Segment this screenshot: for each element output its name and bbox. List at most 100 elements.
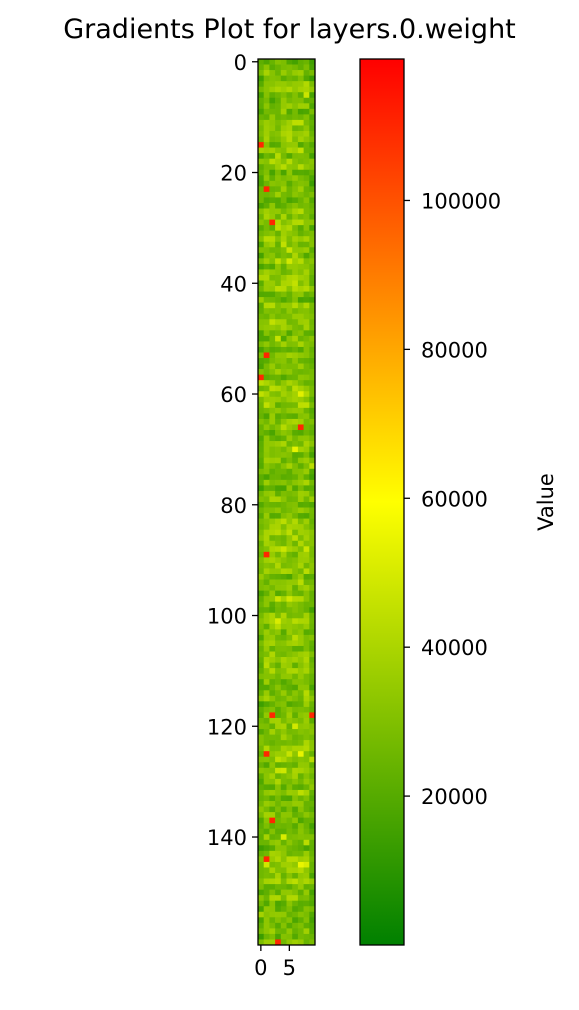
heatmap-cell <box>275 407 282 414</box>
heatmap-cell <box>280 629 287 636</box>
heatmap-cell <box>297 850 304 857</box>
heatmap-cell <box>258 202 265 209</box>
heatmap-cell <box>280 457 287 464</box>
heatmap-cell <box>280 834 287 841</box>
heatmap-cell <box>286 208 293 215</box>
heatmap-cell <box>309 430 316 436</box>
heatmap-cell <box>280 845 287 852</box>
heatmap-cell <box>309 507 316 514</box>
heatmap-cell <box>297 119 304 126</box>
heatmap-cell <box>280 900 287 907</box>
heatmap-cell <box>280 911 287 918</box>
heatmap-cell <box>275 607 282 614</box>
heatmap-cell <box>258 928 265 935</box>
heatmap-cell <box>263 214 270 220</box>
heatmap-cell <box>269 252 276 259</box>
heatmap-cell <box>303 668 310 675</box>
heatmap-cell <box>303 263 310 270</box>
heatmap-cell <box>275 374 282 381</box>
heatmap-cell <box>309 601 316 608</box>
heatmap-cell <box>297 861 304 868</box>
heatmap-cell <box>263 142 270 148</box>
heatmap-cell <box>263 839 270 846</box>
heatmap-cell <box>292 502 299 508</box>
heatmap-cell <box>286 900 293 907</box>
heatmap-cell <box>258 230 265 237</box>
heatmap-cell <box>269 884 276 890</box>
heatmap-cell <box>303 900 310 907</box>
heatmap-cell <box>309 828 316 835</box>
heatmap-cell <box>309 59 316 65</box>
heatmap-cell <box>269 651 276 658</box>
heatmap-cell <box>263 590 270 597</box>
heatmap-cell <box>280 895 287 902</box>
heatmap-cell <box>297 789 304 796</box>
heatmap-cell <box>280 103 287 110</box>
heatmap-cell <box>297 928 304 935</box>
heatmap-cell <box>263 236 270 243</box>
heatmap-cell <box>286 346 293 353</box>
heatmap-cell <box>280 363 287 370</box>
heatmap-cell <box>275 690 282 697</box>
heatmap-cell <box>297 878 304 885</box>
heatmap-cell <box>263 186 270 193</box>
heatmap-cell <box>280 695 287 702</box>
heatmap-cell <box>258 191 265 198</box>
heatmap-cell <box>269 452 276 459</box>
heatmap-cell <box>309 884 316 890</box>
heatmap-cell <box>269 756 276 763</box>
heatmap-cell <box>292 828 299 835</box>
heatmap-cell <box>286 856 293 863</box>
heatmap-cell <box>263 551 270 558</box>
heatmap-cell <box>292 706 299 713</box>
heatmap-cell <box>309 358 316 364</box>
heatmap-cell <box>292 933 299 940</box>
heatmap-cell <box>292 679 299 686</box>
heatmap-cell <box>292 330 299 337</box>
heatmap-cell <box>263 762 270 769</box>
heatmap-cell <box>269 191 276 198</box>
heatmap-cell <box>297 186 304 193</box>
heatmap-cell <box>303 789 310 796</box>
heatmap-cell <box>269 485 276 492</box>
heatmap-cell <box>309 690 316 697</box>
heatmap-cell <box>275 573 282 580</box>
heatmap-cell <box>269 263 276 270</box>
heatmap-cell <box>275 136 282 143</box>
heatmap-cell <box>303 346 310 353</box>
heatmap-cell <box>263 900 270 907</box>
heatmap-cell <box>263 740 270 746</box>
heatmap-cell <box>286 590 293 597</box>
heatmap-cell <box>286 341 293 348</box>
heatmap-cell <box>292 418 299 425</box>
heatmap-cell <box>309 850 316 857</box>
heatmap-cell <box>292 767 299 774</box>
heatmap-cell <box>292 202 299 209</box>
heatmap-cell <box>258 313 265 320</box>
heatmap-cell <box>303 352 310 359</box>
heatmap-cell <box>286 668 293 675</box>
heatmap-cell <box>303 490 310 497</box>
heatmap-cell <box>258 701 265 708</box>
heatmap-cell <box>309 341 316 348</box>
heatmap-cell <box>292 884 299 890</box>
heatmap-cell <box>297 418 304 425</box>
heatmap-cell <box>309 922 316 929</box>
heatmap-cell <box>280 585 287 591</box>
heatmap-cell <box>303 225 310 232</box>
heatmap-cell <box>292 92 299 99</box>
heatmap-cell <box>269 64 276 71</box>
heatmap-cell <box>303 573 310 580</box>
heatmap-cell <box>309 219 316 226</box>
heatmap-cell <box>309 756 316 763</box>
heatmap-cell <box>263 330 270 337</box>
heatmap-cell <box>263 729 270 735</box>
heatmap-cell <box>280 801 287 807</box>
heatmap-cell <box>309 562 316 569</box>
heatmap-cell <box>292 529 299 536</box>
heatmap-cell <box>258 241 265 248</box>
heatmap-cell <box>297 64 304 71</box>
heatmap-cell <box>263 651 270 658</box>
heatmap-cell <box>292 922 299 929</box>
heatmap-cell <box>269 596 276 603</box>
